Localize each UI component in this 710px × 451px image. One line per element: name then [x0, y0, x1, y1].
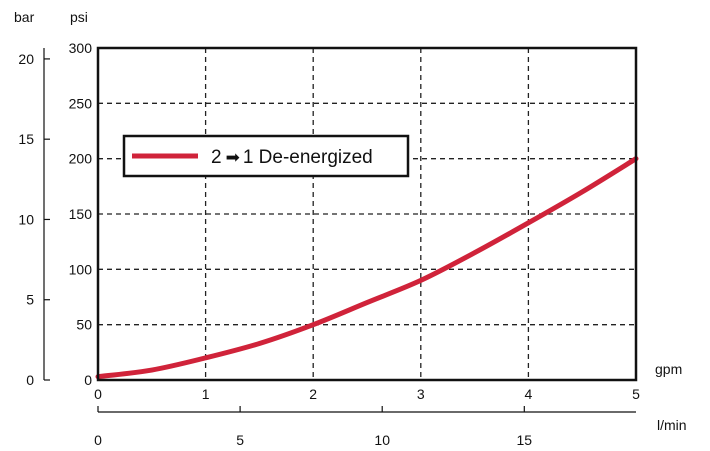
grid-lines	[98, 48, 636, 380]
gpm-tick-label: 2	[309, 386, 317, 402]
psi-tick-label: 100	[69, 261, 93, 277]
gpm-tick-label: 3	[417, 386, 425, 402]
psi-tick-label: 200	[69, 151, 93, 167]
l-min-tick-label: 15	[517, 432, 533, 448]
psi-tick-label: 0	[84, 372, 92, 388]
psi-axis-label: psi	[70, 9, 88, 25]
bar-tick-label: 15	[18, 131, 34, 147]
gpm-tick-label: 1	[202, 386, 210, 402]
gpm-tick-label: 5	[632, 386, 640, 402]
psi-tick-label: 150	[69, 206, 93, 222]
l-min-tick-label: 5	[236, 432, 244, 448]
plot-frame	[96, 46, 638, 382]
legend: 2 ➡ 1 De-energized	[122, 134, 410, 178]
gpm-tick-label: 4	[525, 386, 533, 402]
x-axes	[97, 406, 636, 413]
legend-label: 2 ➡ 1 De-energized	[211, 147, 373, 168]
lmin-axis-label: l/min	[657, 417, 687, 433]
bar-tick-label: 20	[18, 51, 34, 67]
l-min-tick-label: 0	[94, 432, 102, 448]
l-min-tick-label: 10	[374, 432, 390, 448]
bar-axis	[43, 48, 50, 381]
psi-tick-label: 300	[69, 40, 93, 56]
arrow-right-icon: ➡	[226, 148, 240, 168]
legend-box	[122, 134, 410, 178]
gpm-axis-label: gpm	[655, 361, 682, 377]
psi-tick-label: 50	[76, 317, 92, 333]
bar-tick-label: 10	[18, 211, 34, 227]
gpm-tick-label: 0	[94, 386, 102, 402]
bar-axis-label: bar	[14, 9, 35, 25]
psi-tick-label: 250	[69, 95, 93, 111]
bar-tick-label: 0	[26, 372, 34, 388]
bar-tick-label: 5	[26, 292, 34, 308]
series-line	[95, 156, 639, 380]
series-lines	[95, 156, 639, 380]
